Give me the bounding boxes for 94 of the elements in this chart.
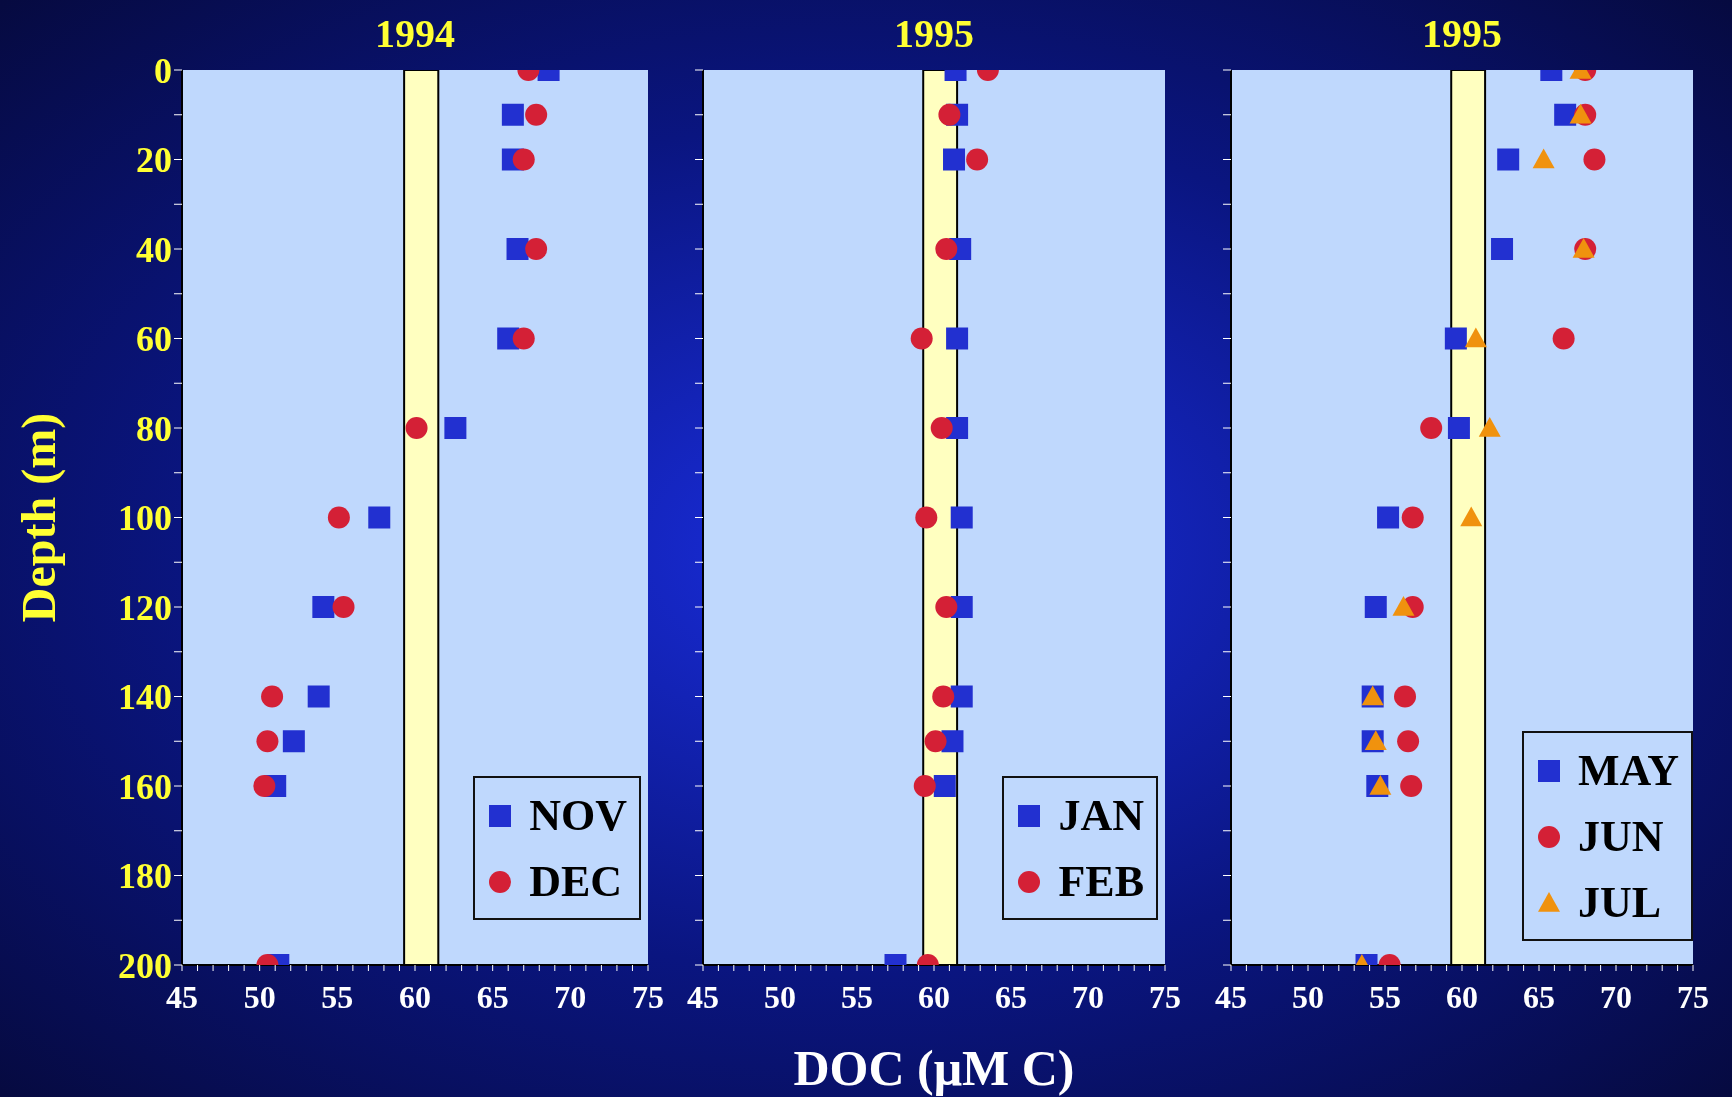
x-tick-label: 50: [243, 978, 276, 1015]
x-tick-label: 50: [1292, 978, 1324, 1015]
point: [1447, 417, 1470, 439]
point: [1397, 730, 1420, 753]
x-tick-label: 70: [1600, 978, 1632, 1015]
legend-label: MAY: [1577, 744, 1679, 796]
point: [1532, 148, 1555, 169]
point: [938, 103, 961, 126]
x-tick-label: 55: [841, 978, 873, 1015]
point: [312, 596, 335, 618]
x-tick-label: 60: [1446, 978, 1478, 1015]
point: [946, 327, 969, 350]
y-tick-label: 40: [136, 229, 172, 270]
legend-label: NOV: [529, 789, 627, 841]
x-tick-label: 60: [399, 978, 431, 1015]
point: [1394, 685, 1417, 708]
x-tick-label: 65: [476, 978, 509, 1015]
point: [1400, 775, 1423, 797]
point: [261, 685, 284, 708]
point: [1497, 148, 1520, 171]
point: [307, 685, 330, 708]
y-tick-label: 0: [154, 50, 172, 91]
point: [943, 148, 966, 171]
point: [1420, 417, 1443, 439]
y-axis-title: Depth (m): [12, 412, 67, 623]
x-tick-label: 65: [1523, 978, 1555, 1015]
point: [256, 730, 279, 753]
y-tick-label: 180: [118, 856, 172, 897]
x-axis-title: DOC (μM C): [793, 1040, 1075, 1096]
point: [950, 685, 973, 708]
point: [1401, 506, 1424, 529]
legend-label: FEB: [1058, 855, 1144, 907]
y-tick-label: 100: [118, 498, 172, 539]
point: [1364, 596, 1387, 618]
y-tick-label: 160: [118, 766, 172, 807]
x-tick-label: 70: [1072, 978, 1104, 1015]
point: [1554, 103, 1577, 126]
x-tick-label: 50: [764, 978, 796, 1015]
y-tick-label: 20: [136, 140, 172, 181]
point: [1583, 148, 1606, 171]
point: [933, 775, 956, 797]
point: [444, 417, 467, 439]
point: [1478, 417, 1501, 437]
y-tick-label: 120: [118, 587, 172, 628]
point: [915, 506, 938, 529]
point: [950, 506, 973, 529]
point: [924, 730, 947, 753]
point: [1491, 238, 1514, 260]
chart-title: 1994: [374, 10, 456, 57]
point: [327, 506, 350, 529]
legend-label: DEC: [529, 855, 623, 907]
point: [512, 148, 535, 171]
point: [368, 506, 391, 529]
point: [930, 417, 953, 439]
point: [1569, 103, 1592, 124]
point: [525, 103, 548, 126]
point: [282, 730, 305, 753]
x-tick-label: 65: [995, 978, 1027, 1015]
point: [506, 238, 529, 260]
x-tick-label: 75: [632, 978, 664, 1015]
y-tick-label: 80: [136, 408, 172, 449]
legend-label: JAN: [1058, 789, 1144, 841]
point: [512, 327, 535, 350]
x-tick-label: 55: [321, 978, 354, 1015]
x-tick-label: 55: [1369, 978, 1401, 1015]
legend-label: JUL: [1577, 876, 1662, 928]
point: [501, 103, 524, 126]
point: [935, 238, 958, 260]
point: [525, 238, 548, 260]
point: [1444, 327, 1467, 350]
x-tick-label: 60: [918, 978, 950, 1015]
x-tick-label: 70: [554, 978, 587, 1015]
x-tick-label: 75: [1149, 978, 1181, 1015]
point: [253, 775, 276, 797]
x-tick-label: 45: [1215, 978, 1247, 1015]
point: [935, 596, 958, 618]
point: [913, 775, 936, 797]
x-tick-label: 45: [687, 978, 719, 1015]
point: [1552, 327, 1575, 350]
point: [1464, 327, 1487, 348]
point: [1392, 596, 1415, 616]
point: [966, 148, 989, 171]
chart-title: 1995: [1421, 10, 1503, 57]
chart-title: 1995: [893, 10, 975, 57]
point: [332, 596, 355, 618]
y-tick-label: 60: [136, 319, 172, 360]
y-tick-label: 140: [118, 677, 172, 718]
point: [932, 685, 955, 708]
point: [910, 327, 933, 350]
point: [1460, 506, 1483, 527]
point: [405, 417, 428, 439]
x-tick-label: 75: [1677, 978, 1709, 1015]
point: [1377, 506, 1400, 529]
legend-label: JUN: [1577, 810, 1664, 862]
